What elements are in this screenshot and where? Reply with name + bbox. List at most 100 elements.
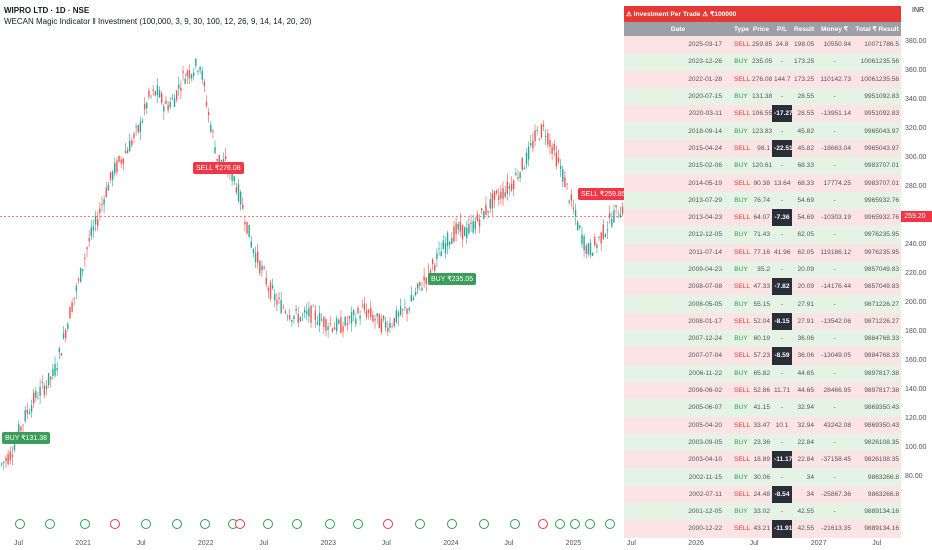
earnings-marker[interactable]: [570, 519, 580, 529]
candle-body: [577, 221, 579, 230]
cell-money: -: [816, 157, 853, 175]
candle-body: [568, 200, 570, 203]
y-tick-label: 380.00: [905, 38, 927, 45]
candle-body: [257, 251, 259, 263]
candle-body: [587, 243, 590, 255]
candle-body: [193, 72, 195, 76]
candle-body: [69, 307, 71, 319]
candle-body: [148, 90, 150, 97]
earnings-marker[interactable]: [447, 519, 457, 529]
candle-body: [306, 311, 308, 315]
table-title-value: ₹100000: [710, 11, 737, 18]
candle-body: [9, 451, 11, 461]
candle-body: [466, 227, 468, 239]
cell-type: SELL: [732, 451, 750, 469]
cell-total: 9976235.95: [853, 226, 902, 244]
cell-money: -: [816, 295, 853, 313]
candle-body: [468, 223, 470, 234]
candle-body: [604, 234, 607, 237]
earnings-marker[interactable]: [585, 519, 595, 529]
cell-total: 9826108.35: [853, 451, 902, 469]
earnings-marker[interactable]: [383, 519, 393, 529]
x-tick-label: 2027: [811, 540, 827, 547]
cell-type: BUY: [732, 226, 750, 244]
cell-price: 76.74: [750, 191, 772, 209]
earnings-marker[interactable]: [555, 519, 565, 529]
cell-total: 9889134.16: [853, 503, 902, 521]
table-title-row: ⚠ Investment Per Trade ⚠ ₹100000: [624, 6, 902, 22]
candle-body: [517, 177, 519, 179]
earnings-marker[interactable]: [172, 519, 182, 529]
table-row: 2008-05-05 BUY 55.15-27.91-9871226.27: [624, 295, 902, 313]
cell-result: 34: [792, 485, 816, 504]
cell-money: -: [816, 53, 853, 71]
cell-money: 28466.95: [816, 381, 853, 400]
candle-body: [1, 463, 3, 465]
candle-body: [22, 424, 24, 426]
earnings-marker[interactable]: [263, 519, 273, 529]
earnings-marker[interactable]: [15, 519, 25, 529]
cell-total: 9826108.35: [853, 433, 902, 452]
table-row: 2018-09-14 BUY 123.83-45.82-9965043.97: [624, 122, 902, 140]
candle-body: [495, 190, 498, 194]
earnings-marker[interactable]: [605, 519, 615, 529]
y-tick-label: 100.00: [905, 444, 927, 451]
earnings-marker[interactable]: [200, 519, 210, 529]
x-tick-label: Jul: [382, 540, 391, 547]
candle-body: [481, 208, 483, 211]
y-tick-label: 300.00: [905, 154, 927, 161]
earnings-marker[interactable]: [415, 519, 425, 529]
cell-result: 68.33: [792, 174, 816, 192]
candle-body: [566, 183, 568, 185]
candle-body: [429, 270, 432, 275]
earnings-marker[interactable]: [325, 519, 335, 529]
sell-signal-label: SELL ₹276.08: [193, 162, 244, 174]
earnings-marker[interactable]: [353, 519, 363, 529]
candle-body: [299, 316, 302, 321]
candle-body: [131, 140, 133, 146]
candle-body: [463, 227, 466, 237]
cell-date: 2013-07-29: [624, 191, 732, 209]
earnings-marker[interactable]: [292, 519, 302, 529]
candle-body: [412, 297, 415, 300]
candle-body: [84, 257, 86, 259]
cell-result: 42.55: [792, 503, 816, 521]
cell-type: SELL: [732, 174, 750, 192]
cell-money: -: [816, 191, 853, 209]
cell-money: 119186.12: [816, 243, 853, 261]
earnings-marker[interactable]: [45, 519, 55, 529]
earnings-marker[interactable]: [80, 519, 90, 529]
candle-body: [453, 226, 455, 242]
cell-result: 173.25: [792, 70, 816, 88]
cell-date: 2022-01-28: [624, 70, 732, 88]
candle-body: [56, 367, 58, 371]
cell-date: 2008-01-17: [624, 312, 732, 331]
earnings-marker[interactable]: [110, 519, 120, 529]
candle-body: [594, 237, 596, 246]
cell-total: 9869350.43: [853, 416, 902, 434]
candle-body: [344, 316, 346, 326]
candle-body: [310, 305, 312, 323]
candle-body: [161, 93, 163, 103]
cell-money: -: [816, 399, 853, 417]
earnings-marker[interactable]: [479, 519, 489, 529]
candle-body: [502, 188, 504, 200]
candle-body: [233, 176, 235, 182]
cell-money: -25867.36: [816, 485, 853, 504]
cell-total: 9951092.83: [853, 87, 902, 106]
cell-type: SELL: [732, 416, 750, 434]
cell-result: 20.09: [792, 260, 816, 279]
candle-body: [378, 314, 380, 329]
candle-body: [60, 353, 63, 356]
cell-result: 173.25: [792, 53, 816, 71]
cell-price: 60.19: [750, 330, 772, 348]
earnings-marker[interactable]: [538, 519, 548, 529]
earnings-marker[interactable]: [235, 519, 245, 529]
candle-body: [7, 454, 9, 465]
candle-body: [280, 300, 282, 314]
cell-price: 18.89: [750, 451, 772, 469]
earnings-marker[interactable]: [141, 519, 151, 529]
candle-body: [269, 282, 272, 299]
candle-body: [417, 283, 419, 289]
earnings-marker[interactable]: [510, 519, 520, 529]
